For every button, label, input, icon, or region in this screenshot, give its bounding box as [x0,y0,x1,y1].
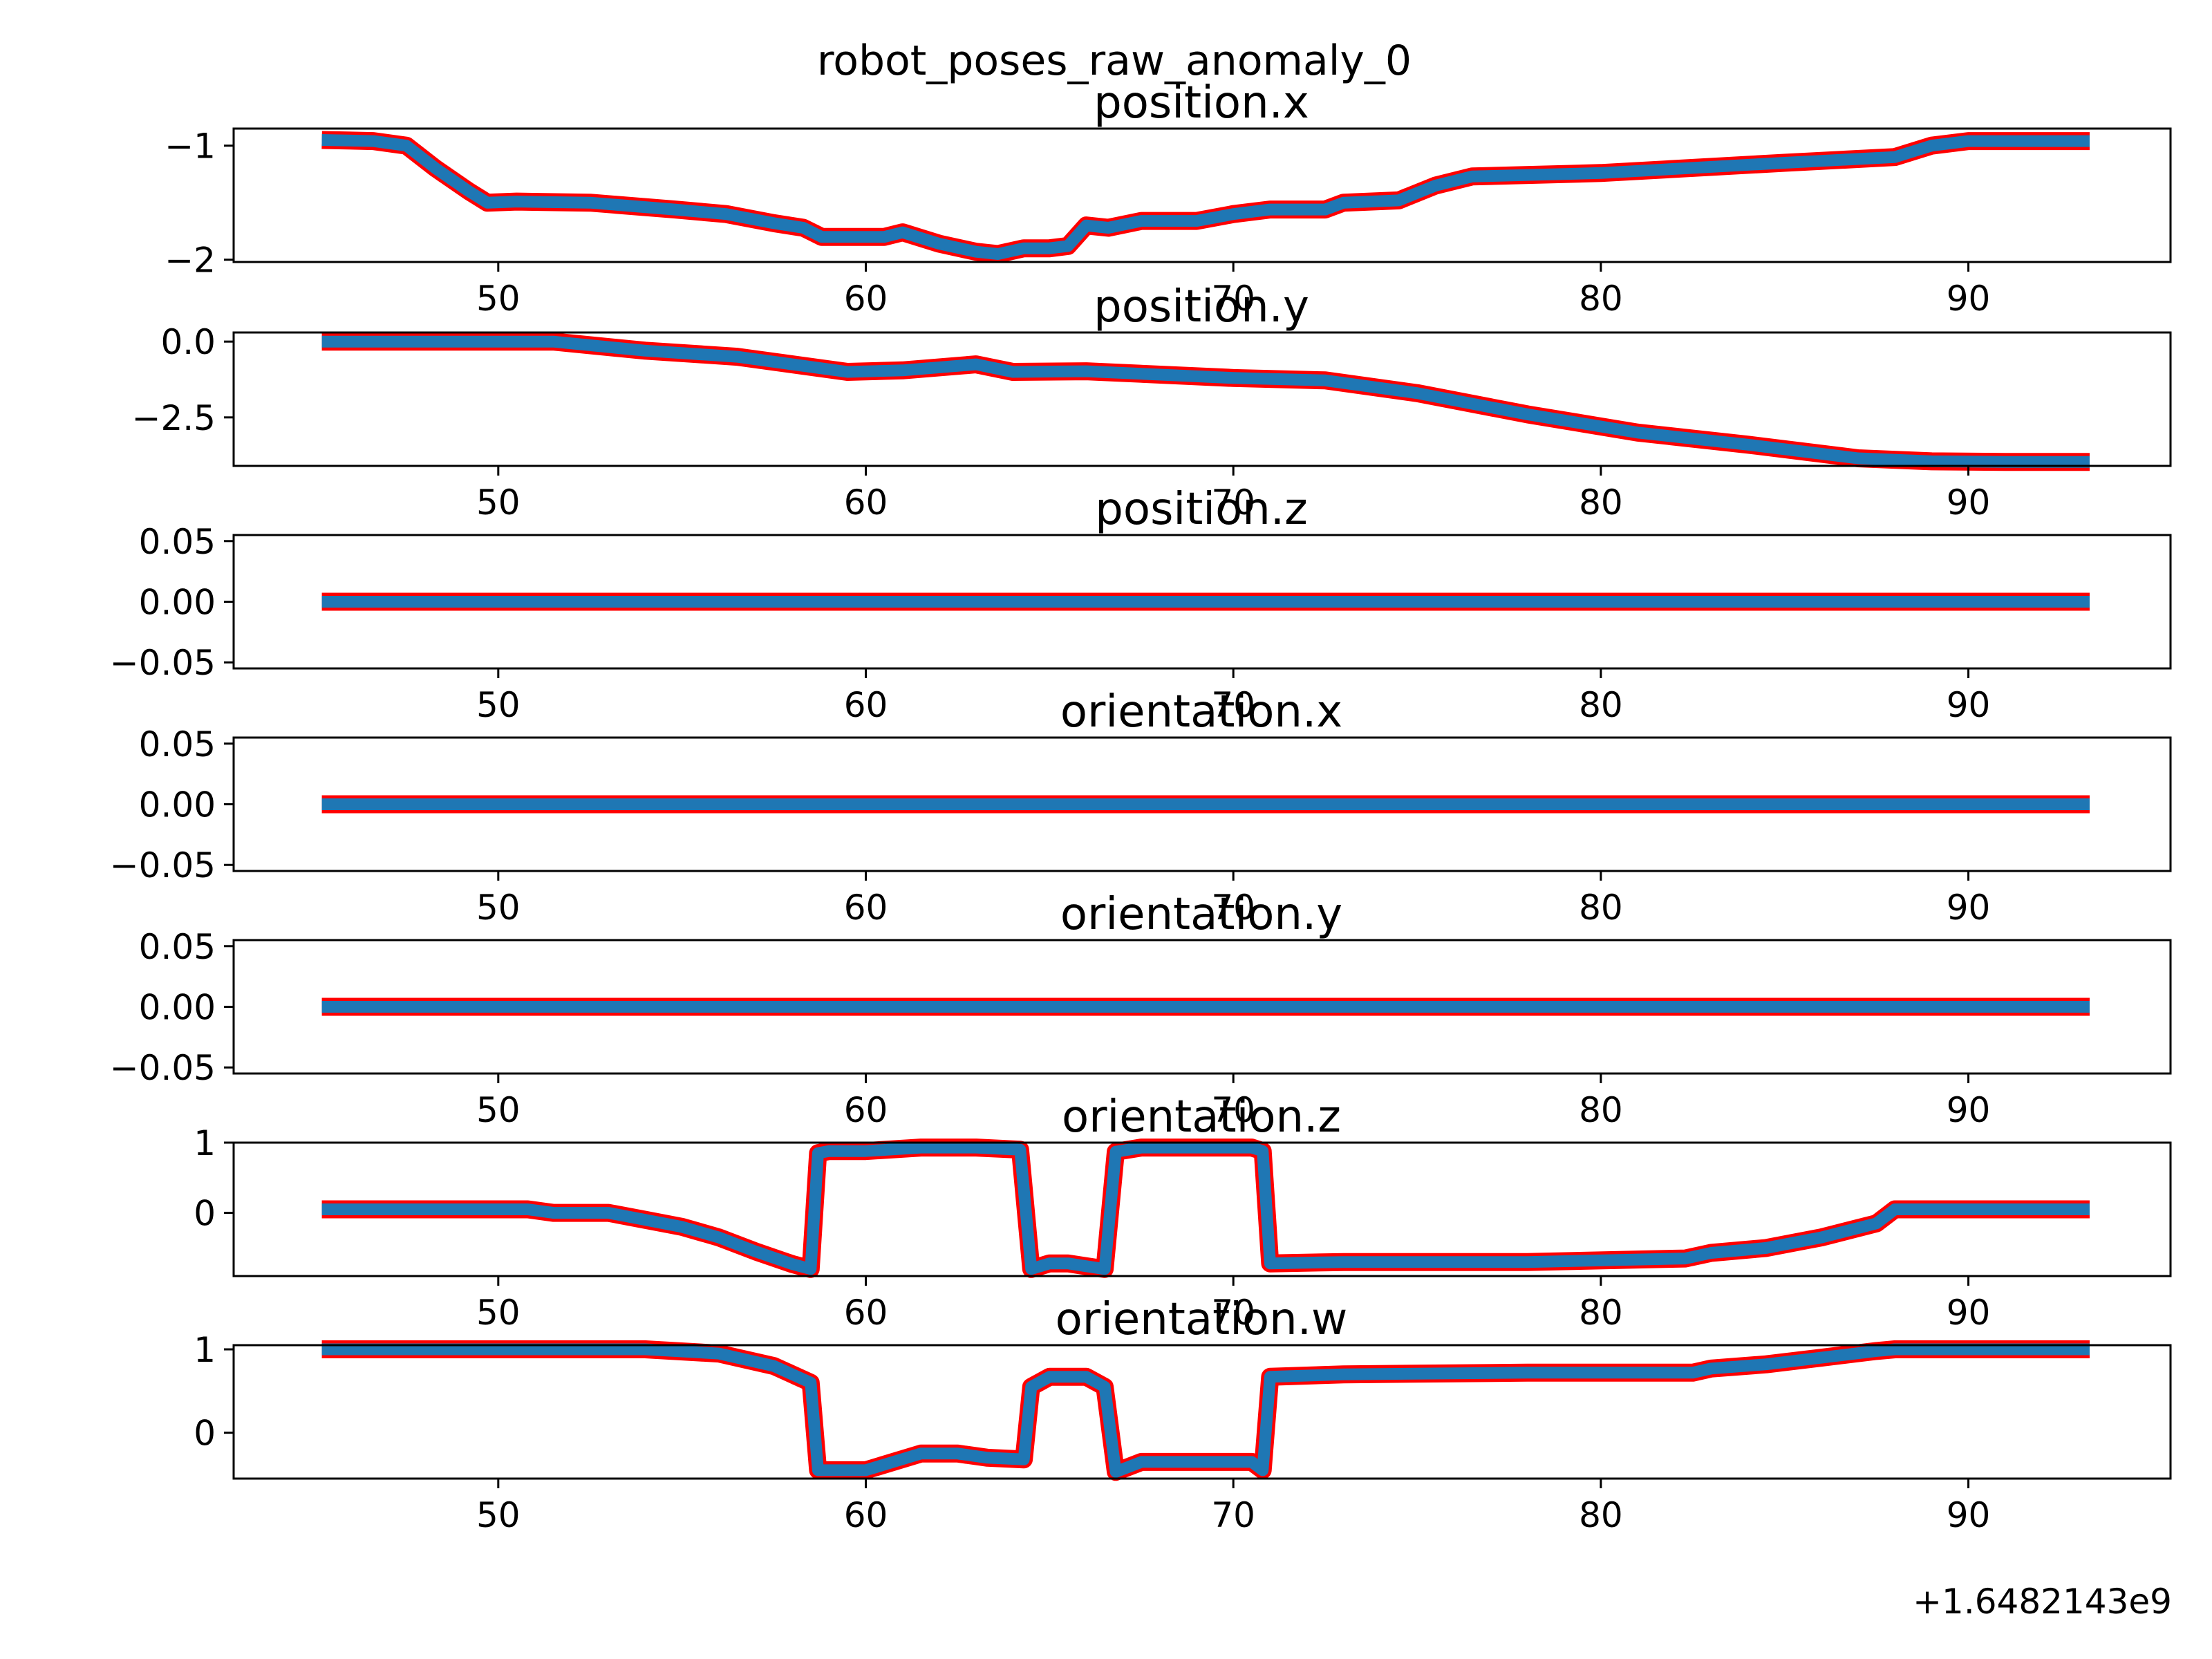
x-tick-label: 50 [476,1293,521,1333]
axes-frame [232,331,2172,467]
axes-frame [232,127,2172,263]
x-tick-label: 70 [1211,685,1255,725]
y-tick-label: −2 [165,241,216,281]
subplot-position-x: 50 60 70 80 90 −1 −2 position.x [165,77,2172,319]
x-tick-label: 50 [476,1090,521,1130]
subplot-title: position.z [1095,484,1307,535]
figure-title: robot_poses_raw_anomaly_0 [817,37,1412,85]
subplot-title: orientation.y [1060,889,1342,940]
axes-frame [232,1344,2172,1480]
x-tick-label: 60 [844,888,888,928]
x-tick-label: 90 [1947,1293,1991,1333]
y-tick-label: 0 [194,1414,216,1454]
x-tick-label: 80 [1579,1090,1623,1130]
series-line [321,1343,2090,1478]
subplot-title: position.y [1094,281,1309,332]
x-tick-label: 70 [1211,1090,1255,1130]
x-tick-label: 50 [476,888,521,928]
x-tick-label: 90 [1947,1090,1991,1130]
y-tick-label: −0.05 [110,845,216,885]
subplot-grid: 50 60 70 80 90 −1 −2 position.x 50 60 70 80 90 0.0 −2.… [110,77,2172,1535]
subplot-title: orientation.x [1060,686,1342,738]
series-line [321,335,2090,468]
y-tick-label: 0 [194,1194,216,1234]
y-tick-label: 0.00 [139,785,216,825]
x-tick-label: 50 [476,279,521,319]
x-tick-label: 80 [1579,1293,1623,1333]
subplot-position-z: 50 60 70 80 90 0.05 0.00 −0.05 position.z [110,484,2172,725]
y-tick-label: 0.0 [160,322,216,362]
y-tick-label: 0.00 [139,583,216,623]
subplot-orientation-y: 50 60 70 80 90 0.05 0.00 −0.05 orientation.y [110,889,2172,1130]
axes-frame [232,1141,2172,1277]
x-tick-label: 80 [1579,685,1623,725]
y-tick-label: 1 [194,1123,216,1163]
y-tick-label: 0.05 [139,927,216,967]
x-tick-label: 60 [844,279,888,319]
x-tick-label: 90 [1947,1495,1991,1535]
y-tick-label: 0.00 [139,988,216,1028]
y-tick-label: 0.05 [139,724,216,765]
y-tick-label: −0.05 [110,643,216,683]
x-tick-label: 70 [1211,482,1255,523]
x-tick-label: 60 [844,1090,888,1130]
x-tick-label: 90 [1947,888,1991,928]
x-tick-label: 90 [1947,279,1991,319]
series-line [321,134,2090,260]
x-tick-label: 70 [1211,1293,1255,1333]
x-tick-label: 60 [844,482,888,523]
y-tick-label: −2.5 [132,398,216,438]
x-tick-label: 70 [1211,279,1255,319]
x-tick-label: 60 [844,685,888,725]
x-tick-label: 90 [1947,482,1991,523]
y-tick-label: 0.05 [139,522,216,562]
subplot-title: orientation.z [1062,1091,1341,1143]
x-tick-label: 50 [476,685,521,725]
x-tick-label: 50 [476,482,521,523]
x-tick-label: 70 [1211,888,1255,928]
subplot-title: orientation.w [1056,1294,1348,1345]
x-tick-label: 80 [1579,279,1623,319]
x-tick-label: 50 [476,1495,521,1535]
series-line [321,1141,2090,1275]
y-tick-label: 1 [194,1330,216,1370]
x-tick-label: 60 [844,1293,888,1333]
subplot-orientation-z: 50 60 70 80 90 1 0 orientation.z [194,1091,2172,1333]
x-tick-label: 80 [1579,482,1623,523]
subplot-orientation-w: 50 60 70 80 90 1 0 orientation.w [194,1294,2172,1535]
x-tick-label: 80 [1579,1495,1623,1535]
x-offset-label: +1.6482143e9 [1913,1582,2172,1622]
x-tick-label: 70 [1211,1495,1255,1535]
subplot-position-y: 50 60 70 80 90 0.0 −2.5 position.y [132,281,2172,523]
subplot-title: position.x [1094,77,1309,129]
x-tick-label: 60 [844,1495,888,1535]
x-tick-label: 90 [1947,685,1991,725]
subplot-orientation-x: 50 60 70 80 90 0.05 0.00 −0.05 orientation.x [110,686,2172,928]
x-tick-label: 80 [1579,888,1623,928]
y-tick-label: −1 [165,126,216,167]
y-tick-label: −0.05 [110,1048,216,1088]
